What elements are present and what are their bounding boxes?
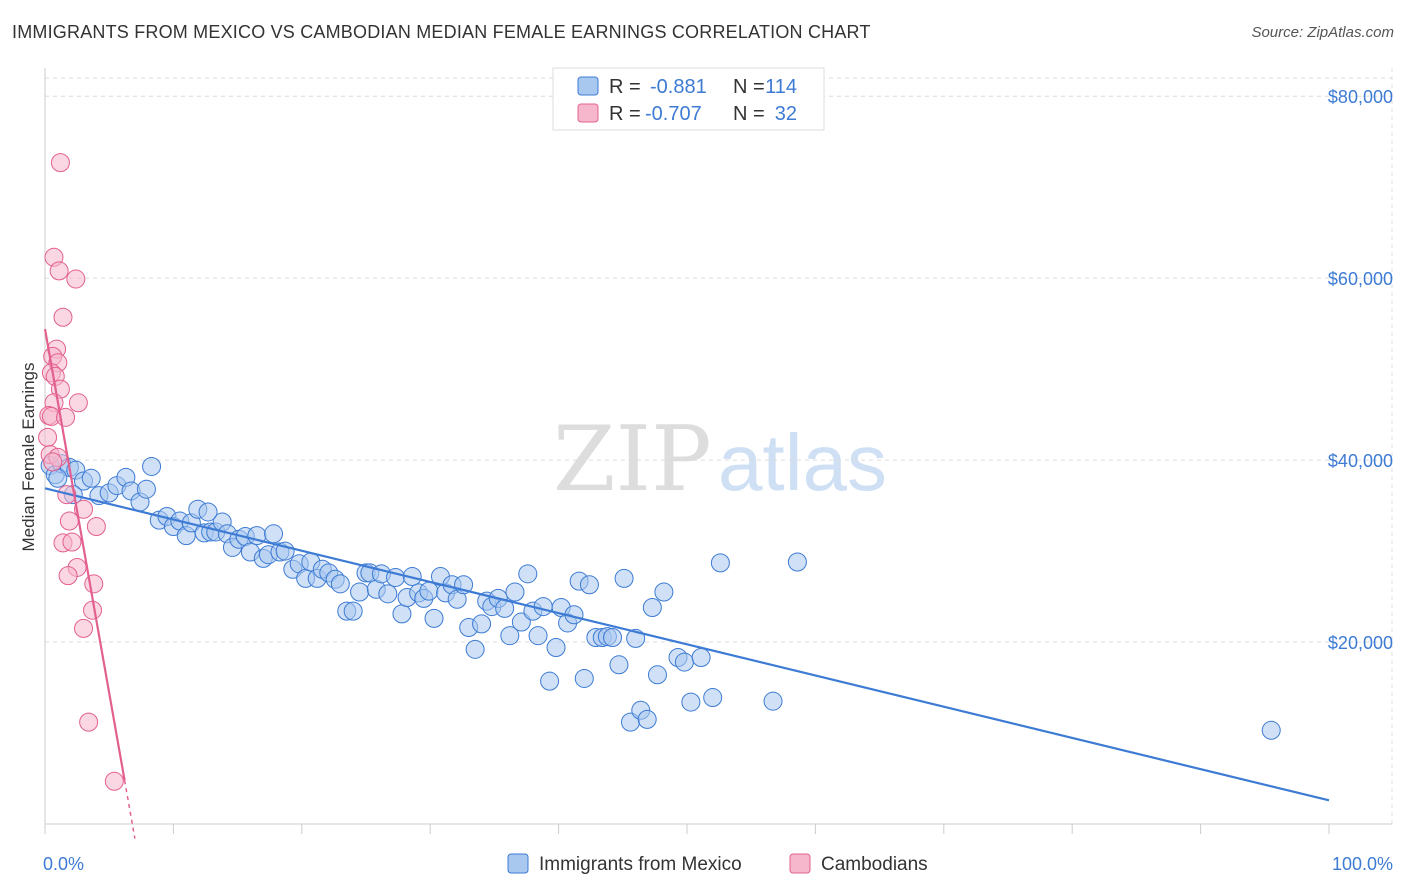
bottom-legend-swatch-pink (789, 853, 811, 874)
cambodian-point-30 (74, 618, 94, 638)
x-tick-label-0: 0.0% (43, 854, 84, 874)
trend-lines (43, 328, 1330, 839)
watermark-atlas: atlas (718, 418, 887, 507)
mexico-point-61 (424, 608, 444, 628)
mexico-point-74 (500, 626, 520, 646)
y-tick-label-2: $60,000 (1328, 269, 1393, 289)
cambodian-point-25 (62, 532, 82, 552)
mexico-point-75 (505, 582, 525, 602)
legend-r-label-2: R = (609, 103, 641, 125)
mexico-point-113 (198, 502, 218, 522)
mexico-point-94 (614, 568, 634, 588)
y-tick-label-1: $40,000 (1328, 451, 1393, 471)
series-legend: Immigrants from Mexico Cambodians (507, 853, 928, 875)
mexico-point-82 (546, 638, 566, 658)
mexico-point-110 (1261, 720, 1281, 740)
cambodian-point-16 (38, 427, 58, 447)
mexico-point-77 (518, 564, 538, 584)
mexico-point-55 (392, 604, 412, 624)
y-tick-labels: $20,000 $40,000 $60,000 $80,000 (1328, 87, 1393, 653)
mexico-point-109 (787, 552, 807, 572)
y-tick-label-0: $20,000 (1328, 633, 1393, 653)
trend-line-cambodians (43, 328, 126, 781)
cambodian-point-21 (74, 499, 94, 519)
legend-r-value-1: -0.881 (650, 76, 707, 98)
cambodian-point-4 (53, 307, 73, 327)
mexico-point-100 (647, 665, 667, 685)
bottom-legend-label-blue: Immigrants from Mexico (539, 854, 742, 875)
cambodian-point-31 (79, 712, 99, 732)
mexico-point-53 (378, 584, 398, 604)
mexico-point-34 (264, 524, 284, 544)
watermark: ZIP atlas (553, 407, 887, 512)
mexico-point-98 (637, 709, 657, 729)
mexico-point-105 (691, 648, 711, 668)
mexico-point-108 (763, 691, 783, 711)
mexico-point-81 (540, 671, 560, 691)
mexico-point-80 (533, 597, 553, 617)
cambodian-point-32 (104, 771, 124, 791)
mexico-point-99 (642, 597, 662, 617)
cambodian-point-0 (50, 153, 70, 173)
series-cambodians (38, 153, 124, 791)
mexico-point-93 (609, 655, 629, 675)
mexico-point-79 (528, 626, 548, 646)
bottom-legend-label-pink: Cambodians (821, 854, 928, 875)
legend-swatch-pink (577, 103, 599, 123)
watermark-zip: ZIP (553, 407, 712, 512)
legend-n-value-1: 114 (765, 76, 797, 98)
mexico-point-60 (419, 581, 439, 601)
cambodian-point-2 (49, 261, 69, 281)
mexico-point-103 (674, 652, 694, 672)
mexico-point-69 (472, 614, 492, 634)
bottom-legend-swatch-blue (507, 853, 529, 874)
gridlines (45, 68, 1393, 824)
legend-swatch-blue (577, 76, 599, 96)
stats-legend: R = -0.881 N = 114 R = -0.707 N = 32 (552, 67, 825, 131)
mexico-point-76 (511, 612, 531, 632)
cambodian-point-23 (86, 517, 106, 537)
mexico-point-47 (343, 601, 363, 621)
y-tick-label-3: $80,000 (1328, 87, 1393, 107)
mexico-point-107 (710, 553, 730, 573)
mexico-point-45 (330, 574, 350, 594)
cambodian-point-27 (58, 566, 78, 586)
cambodian-point-28 (84, 574, 104, 594)
legend-n-label-2: N = (733, 103, 765, 125)
trend-line-mexico (44, 487, 1330, 802)
cambodian-point-3 (66, 269, 86, 289)
x-tick-labels: 0.0% 100.0% (43, 854, 1393, 874)
cambodian-point-11 (68, 393, 88, 413)
trend-line-cambodians-extension (123, 780, 136, 839)
mexico-point-111 (48, 468, 68, 488)
mexico-point-104 (681, 692, 701, 712)
chart-title: IMMIGRANTS FROM MEXICO VS CAMBODIAN MEDI… (12, 22, 871, 42)
mexico-point-13 (136, 479, 156, 499)
mexico-point-106 (703, 688, 723, 708)
mexico-point-87 (574, 668, 594, 688)
mexico-point-92 (603, 628, 623, 647)
cambodian-point-22 (59, 511, 79, 531)
y-axis-label: Median Female Earnings (19, 363, 38, 552)
mexico-point-48 (350, 582, 370, 602)
x-tick-label-1: 100.0% (1332, 854, 1393, 874)
mexico-point-14 (142, 456, 162, 476)
legend-r-label-1: R = (609, 76, 641, 98)
cambodian-point-19 (43, 452, 63, 472)
legend-n-label-1: N = (733, 76, 765, 98)
mexico-point-101 (654, 582, 674, 602)
mexico-point-88 (579, 575, 599, 595)
series-immigrants-from-mexico (40, 454, 1281, 740)
mexico-point-6 (81, 468, 101, 488)
source-note: Source: ZipAtlas.com (1251, 24, 1394, 41)
legend-n-value-2: 32 (775, 103, 797, 125)
mexico-point-68 (465, 639, 485, 659)
legend-r-value-2: -0.707 (645, 103, 702, 125)
